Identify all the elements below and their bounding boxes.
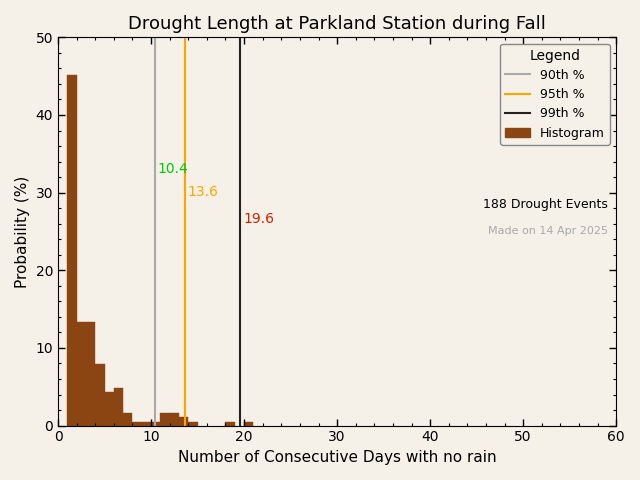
Bar: [188, 422, 198, 426]
X-axis label: Number of Consecutive Days with no rain: Number of Consecutive Days with no rain: [178, 450, 497, 465]
Bar: [114, 388, 123, 426]
Legend: 90th %, 95th %, 99th %, Histogram: 90th %, 95th %, 99th %, Histogram: [500, 44, 610, 144]
Bar: [95, 364, 104, 426]
Bar: [77, 322, 86, 426]
Text: 19.6: 19.6: [243, 212, 274, 226]
Bar: [151, 422, 161, 426]
Text: 188 Drought Events: 188 Drought Events: [483, 198, 608, 212]
Bar: [123, 413, 132, 426]
Y-axis label: Probability (%): Probability (%): [15, 175, 30, 288]
Bar: [170, 413, 179, 426]
Bar: [244, 422, 253, 426]
Text: 13.6: 13.6: [188, 185, 218, 199]
Bar: [132, 422, 142, 426]
Title: Drought Length at Parkland Station during Fall: Drought Length at Parkland Station durin…: [128, 15, 546, 33]
Bar: [86, 322, 95, 426]
Text: Made on 14 Apr 2025: Made on 14 Apr 2025: [488, 226, 608, 236]
Bar: [67, 74, 77, 426]
Bar: [142, 422, 151, 426]
Text: 10.4: 10.4: [157, 162, 188, 176]
Bar: [161, 413, 170, 426]
Bar: [179, 417, 188, 426]
Bar: [225, 422, 235, 426]
Bar: [104, 392, 114, 426]
